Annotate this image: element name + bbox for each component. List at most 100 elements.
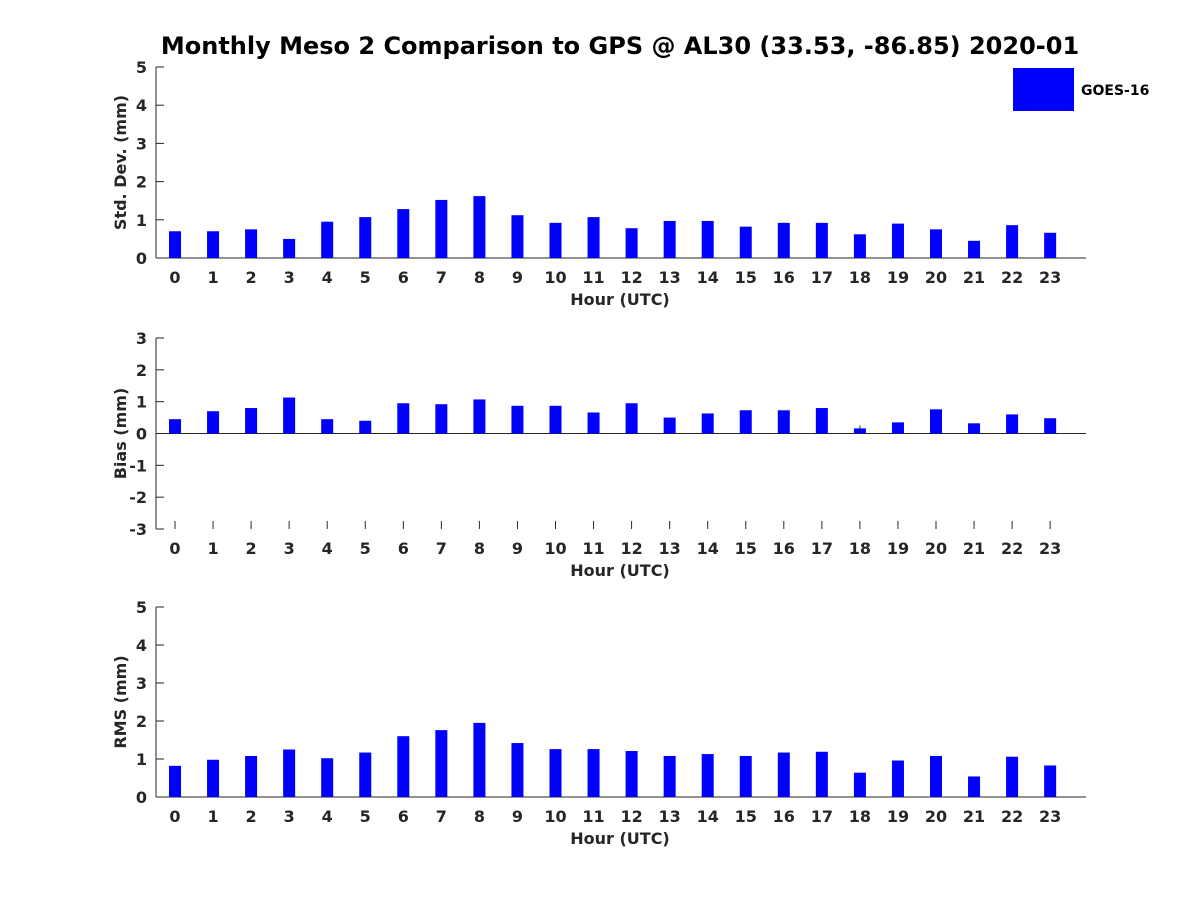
bias-x-tick-label: 14	[697, 539, 719, 558]
std-dev-y-tick-label: 3	[136, 134, 147, 153]
bias-bar	[473, 399, 486, 434]
std-dev-y-tick-label: 5	[136, 58, 147, 77]
rms-bar	[1006, 756, 1019, 797]
std-dev-x-tick-label: 11	[582, 268, 604, 287]
std-dev-y-tick-label: 0	[136, 249, 147, 268]
std-dev-x-tick-label: 2	[246, 268, 257, 287]
std-dev-bar	[473, 196, 486, 258]
rms-x-tick-label: 1	[207, 807, 218, 826]
bias-x-tick-label: 15	[735, 539, 757, 558]
rms-x-tick-label: 8	[474, 807, 485, 826]
std-dev-x-tick-label: 7	[436, 268, 447, 287]
std-dev-y-tick-label: 2	[136, 173, 147, 192]
std-dev-x-tick-label: 15	[735, 268, 757, 287]
bias-x-tick-label: 19	[887, 539, 909, 558]
bias-x-tick-label: 8	[474, 539, 485, 558]
rms-x-tick-label: 15	[735, 807, 757, 826]
rms-y-tick-label: 1	[136, 750, 147, 769]
bias-x-axis-label: Hour (UTC)	[570, 561, 670, 580]
std-dev-bar	[739, 226, 752, 258]
rms-y-tick-label: 4	[136, 636, 147, 655]
bias-bar	[207, 411, 220, 434]
bias-x-tick-label: 21	[963, 539, 985, 558]
rms-y-axis-label: RMS (mm)	[111, 655, 130, 748]
rms-x-axis-label: Hour (UTC)	[570, 829, 670, 848]
bias-x-tick-label: 20	[925, 539, 947, 558]
std-dev-bar	[283, 238, 296, 258]
rms-bar	[891, 760, 904, 797]
bias-x-tick-label: 16	[773, 539, 795, 558]
bias-bar	[1044, 418, 1057, 434]
rms-bar	[245, 755, 258, 797]
std-dev-bar	[549, 222, 562, 258]
rms-bar	[207, 759, 220, 797]
rms-x-tick-label: 18	[849, 807, 871, 826]
bias-bar	[397, 403, 410, 434]
bias-y-tick-label: 2	[136, 361, 147, 380]
std-dev-bar	[891, 223, 904, 258]
std-dev-x-tick-label: 19	[887, 268, 909, 287]
std-dev-bar	[245, 229, 258, 258]
rms-bar	[701, 754, 714, 797]
rms-bar	[663, 755, 676, 797]
bias-x-tick-label: 3	[284, 539, 295, 558]
std-dev-bar	[625, 228, 638, 258]
bias-x-tick-label: 12	[620, 539, 642, 558]
bias-x-tick-label: 22	[1001, 539, 1023, 558]
bias-y-axis-label: Bias (mm)	[111, 388, 130, 480]
bias-bar	[1006, 414, 1019, 434]
std-dev-bar	[663, 220, 676, 258]
std-dev-x-tick-label: 4	[322, 268, 333, 287]
bias-x-tick-label: 11	[582, 539, 604, 558]
bias-y-tick-label: -1	[129, 456, 147, 475]
std-dev-x-tick-label: 6	[398, 268, 409, 287]
std-dev-x-tick-label: 10	[544, 268, 566, 287]
bias-x-tick-label: 1	[207, 539, 218, 558]
std-dev-x-tick-label: 8	[474, 268, 485, 287]
rms-bar	[549, 749, 562, 797]
std-dev-bar	[207, 231, 220, 258]
bias-bar	[587, 412, 600, 434]
std-dev-bar	[1006, 225, 1019, 258]
std-dev-bar	[815, 222, 828, 258]
rms-bar	[777, 752, 790, 797]
bias-bar	[625, 403, 638, 434]
bias-y-tick-label: 0	[136, 425, 147, 444]
rms-x-tick-label: 3	[284, 807, 295, 826]
std-dev-bar	[321, 221, 334, 258]
std-dev-y-axis-label: Std. Dev. (mm)	[111, 95, 130, 230]
rms-bar	[321, 758, 334, 797]
bias-bar	[283, 397, 296, 434]
std-dev-bar	[930, 229, 942, 258]
std-dev-x-tick-label: 1	[207, 268, 218, 287]
bias-y-tick-label: -2	[129, 488, 147, 507]
bias-bar	[359, 420, 372, 434]
rms-bar	[1044, 765, 1057, 797]
std-dev-bar	[511, 215, 524, 258]
std-dev-bar	[359, 217, 372, 258]
std-dev-y-tick-label: 4	[136, 96, 147, 115]
std-dev-x-tick-label: 16	[773, 268, 795, 287]
std-dev-x-tick-label: 12	[620, 268, 642, 287]
bias-x-tick-label: 7	[436, 539, 447, 558]
rms-x-tick-label: 6	[398, 807, 409, 826]
bias-bar	[739, 410, 752, 434]
rms-y-tick-label: 3	[136, 674, 147, 693]
rms-y-tick-label: 0	[136, 788, 147, 807]
bias-bar	[245, 408, 258, 434]
std-dev-x-tick-label: 23	[1039, 268, 1061, 287]
std-dev-x-axis-label: Hour (UTC)	[570, 290, 670, 309]
rms-bar	[283, 749, 296, 797]
rms-x-tick-label: 9	[512, 807, 523, 826]
rms-bar	[968, 776, 981, 797]
std-dev-x-tick-label: 3	[284, 268, 295, 287]
bias-x-tick-label: 0	[169, 539, 180, 558]
rms-bar	[815, 751, 828, 797]
rms-x-tick-label: 16	[773, 807, 795, 826]
bias-x-tick-label: 5	[360, 539, 371, 558]
rms-x-tick-label: 13	[659, 807, 681, 826]
bias-y-tick-label: -3	[129, 520, 147, 539]
chart-title: Monthly Meso 2 Comparison to GPS @ AL30 …	[161, 32, 1079, 60]
